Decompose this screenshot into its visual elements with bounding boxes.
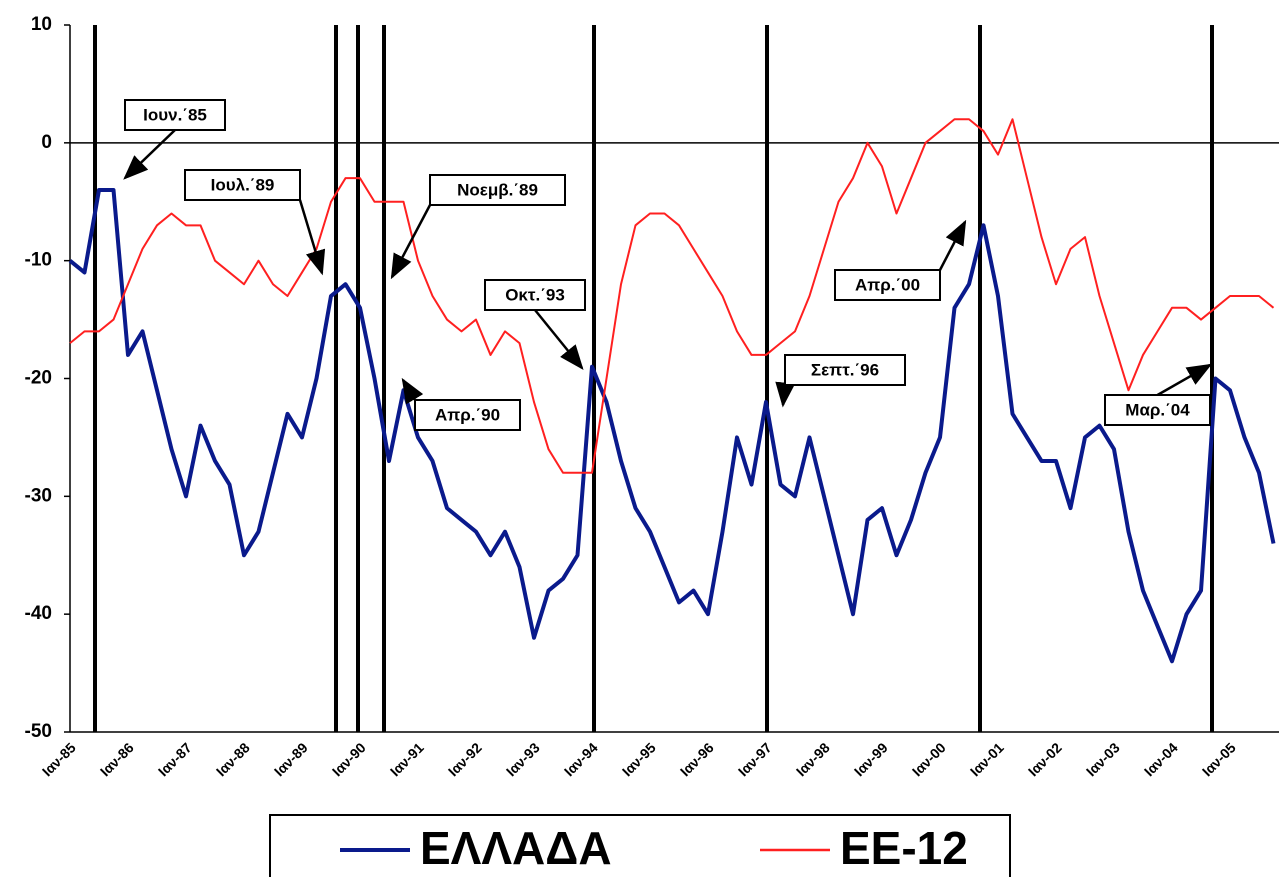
annotation-arrow <box>1156 363 1213 397</box>
x-tick-label: Ιαν-95 <box>619 739 659 779</box>
annotation-arrow <box>401 377 424 405</box>
legend-label: ΕΛΛΑΔΑ <box>420 822 612 874</box>
x-tick-label: Ιαν-98 <box>793 739 833 779</box>
annotation: Οκτ.΄93 <box>505 285 565 304</box>
annotation: Ιουλ.΄89 <box>211 175 275 194</box>
annotation-box <box>784 354 906 386</box>
annotation-box <box>834 269 941 301</box>
x-tick-label: Ιαν-03 <box>1083 739 1123 779</box>
x-tick-label: Ιαν-93 <box>503 739 543 779</box>
x-tick-label: Ιαν-86 <box>97 739 137 779</box>
x-tick-label: Ιαν-04 <box>1141 739 1181 779</box>
x-tick-label: Ιαν-91 <box>387 739 427 779</box>
x-tick-label: Ιαν-89 <box>271 739 311 779</box>
annotation: Απρ.΄00 <box>855 275 920 294</box>
annotation: Μαρ.΄04 <box>1125 400 1190 419</box>
x-tick-label: Ιαν-85 <box>39 739 79 779</box>
x-tick-label: Ιαν-99 <box>851 739 891 779</box>
legend <box>269 814 1011 877</box>
annotation-arrow <box>390 204 432 280</box>
y-tick-label: 0 <box>41 132 52 153</box>
y-tick-label: -20 <box>25 368 52 389</box>
y-tick-label: -30 <box>25 485 52 506</box>
annotation-box <box>124 99 226 131</box>
x-tick-label: Ιαν-88 <box>213 739 253 779</box>
x-tick-label: Ιαν-05 <box>1199 739 1239 779</box>
annotation-arrow <box>938 219 967 271</box>
series-line <box>69 118 1275 474</box>
annotation-arrow <box>775 381 796 408</box>
x-tick-label: Ιαν-96 <box>677 739 717 779</box>
x-tick-label: Ιαν-00 <box>909 739 949 779</box>
x-tick-label: Ιαν-87 <box>155 739 195 779</box>
x-tick-label: Ιαν-90 <box>329 739 369 779</box>
x-tick-label: Ιαν-02 <box>1025 739 1065 779</box>
annotation-arrow <box>298 199 326 276</box>
annotation-box <box>1104 394 1211 426</box>
x-tick-label: Ιαν-01 <box>967 739 1007 779</box>
annotation-arrow <box>534 309 584 370</box>
annotation-box <box>484 279 586 311</box>
x-tick-label: Ιαν-92 <box>445 739 485 779</box>
annotation-box <box>414 399 521 431</box>
x-tick-label: Ιαν-97 <box>735 739 775 779</box>
annotation: Ιουν.΄85 <box>143 105 207 124</box>
x-tick-label: Ιαν-94 <box>561 739 601 779</box>
annotation: Σεπτ.΄96 <box>811 360 879 379</box>
series-line <box>68 187 1276 664</box>
annotation: Απρ.΄90 <box>435 405 500 424</box>
y-tick-label: -40 <box>25 603 52 624</box>
y-tick-label: -10 <box>25 250 52 271</box>
y-tick-label: -50 <box>25 721 52 742</box>
legend-label: ΕΕ-12 <box>840 822 968 874</box>
annotation-box <box>184 169 301 201</box>
annotation: Νοεμβ.΄89 <box>457 180 538 199</box>
annotation-arrow <box>123 129 176 180</box>
y-tick-label: 10 <box>31 14 52 35</box>
annotation-box <box>429 174 566 206</box>
